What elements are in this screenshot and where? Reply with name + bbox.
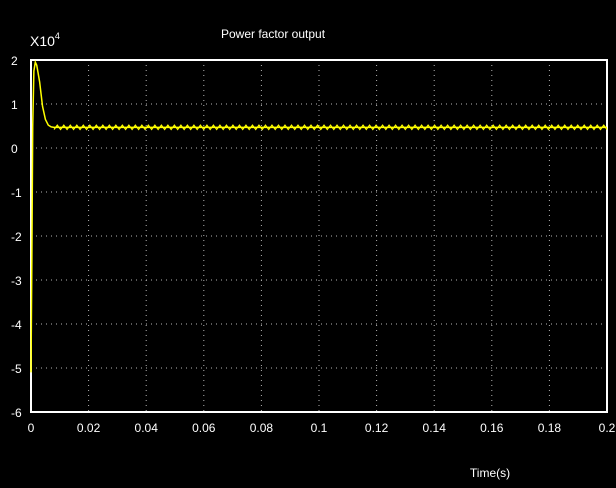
x-tick-label: 0.16 — [480, 421, 504, 435]
x-axis: 0 0.02 0.04 0.06 0.08 0.1 0.12 0.14 0.16 0.18 0.2 — [28, 421, 616, 435]
plot-area — [30, 59, 608, 413]
x-tick-label: 0.12 — [365, 421, 389, 435]
x-tick-label: 0 — [28, 421, 35, 435]
chart-title: Power factor output — [221, 27, 326, 41]
y-tick-label: 0 — [11, 142, 18, 156]
y-tick-label: -2 — [11, 230, 22, 244]
y-multiplier-exponent: 4 — [55, 31, 60, 41]
y-tick-label: -6 — [11, 406, 22, 420]
series-group — [30, 59, 608, 373]
y-tick-label: -1 — [11, 186, 22, 200]
series-line — [30, 59, 607, 373]
x-tick-label: 0.08 — [250, 421, 274, 435]
x-tick-label: 0.18 — [538, 421, 562, 435]
y-tick-label: -5 — [11, 362, 22, 376]
y-tick-label: -3 — [11, 274, 22, 288]
y-axis: 2 1 0 -1 -2 -3 -4 -5 -6 — [11, 54, 22, 420]
x-tick-label: 0.04 — [135, 421, 159, 435]
x-tick-label: 0.02 — [77, 421, 101, 435]
y-tick-label: -4 — [11, 318, 22, 332]
series-ripple — [53, 124, 608, 131]
x-tick-label: 0.06 — [192, 421, 216, 435]
x-tick-label: 0.2 — [599, 421, 616, 435]
y-tick-label: 2 — [11, 54, 18, 68]
y-tick-label: 1 — [11, 98, 18, 112]
y-multiplier-label: X104 — [30, 31, 60, 49]
grid — [31, 60, 607, 412]
x-axis-label: Time(s) — [470, 466, 510, 480]
x-tick-label: 0.1 — [311, 421, 328, 435]
x-tick-label: 0.14 — [423, 421, 447, 435]
